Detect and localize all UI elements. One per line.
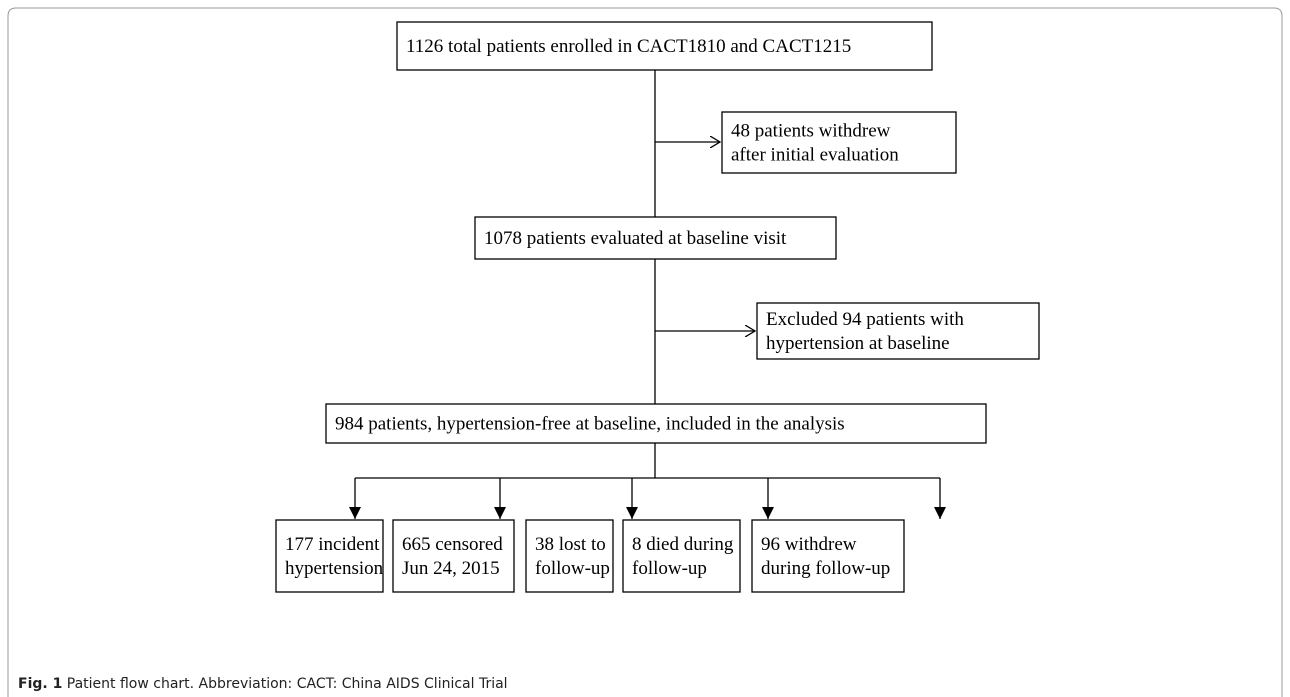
node: 984 patients, hypertension-free at basel… [325, 403, 987, 444]
node: 48 patients withdrew after initial evalua… [721, 111, 957, 174]
node-text: 665 censored [402, 534, 503, 555]
node-text: 96 withdrew [761, 534, 857, 555]
node-box [392, 519, 515, 593]
node-text: hypertension [285, 558, 384, 579]
node-text: during follow-up [761, 558, 890, 579]
node-text: 1078 patients evaluated at baseline visi… [484, 228, 787, 249]
node-text: 8 died during [632, 534, 734, 555]
caption-text: Patient flow chart. Abbreviation: CACT: … [67, 676, 508, 692]
node-box [751, 519, 905, 593]
frame [7, 7, 1283, 697]
node: 177 incident hypertension [275, 519, 384, 593]
node-box [275, 519, 384, 593]
node-box [721, 111, 957, 174]
node-text: follow-up [632, 558, 707, 579]
node-text: after initial evaluation [731, 145, 899, 166]
node-box [474, 216, 837, 260]
node-text: Excluded 94 patients with [766, 309, 964, 330]
node-text: hypertension at baseline [766, 333, 950, 354]
node-box [325, 403, 987, 444]
node-box [525, 519, 614, 593]
node: 96 withdrew during follow-up [751, 519, 905, 593]
node-text: 177 incident [285, 534, 380, 555]
node-box [756, 302, 1040, 360]
node: 1078 patients evaluated at baseline visi… [474, 216, 837, 260]
node: 8 died during follow-up [622, 519, 741, 593]
node-text: Jun 24, 2015 [402, 558, 500, 579]
node-box [396, 21, 933, 71]
node-text: follow-up [535, 558, 610, 579]
node: 665 censored Jun 24, 2015 [392, 519, 515, 593]
node-box [622, 519, 741, 593]
node: Excluded 94 patients with hypertension at… [756, 302, 1040, 360]
node-text: 48 patients withdrew [731, 121, 891, 142]
node-text: 1126 total patients enrolled in CACT1810… [406, 36, 851, 57]
node: 1126 total patients enrolled in CACT1810… [396, 21, 933, 71]
caption: Fig. 1 Patient flow chart. Abbreviation:… [18, 676, 508, 692]
caption-label: Fig. 1 [18, 676, 62, 692]
node-text: 984 patients, hypertension-free at basel… [335, 414, 845, 435]
node-text: 38 lost to [535, 534, 606, 555]
node: 38 lost to follow-up [525, 519, 614, 593]
connectors [349, 70, 946, 519]
